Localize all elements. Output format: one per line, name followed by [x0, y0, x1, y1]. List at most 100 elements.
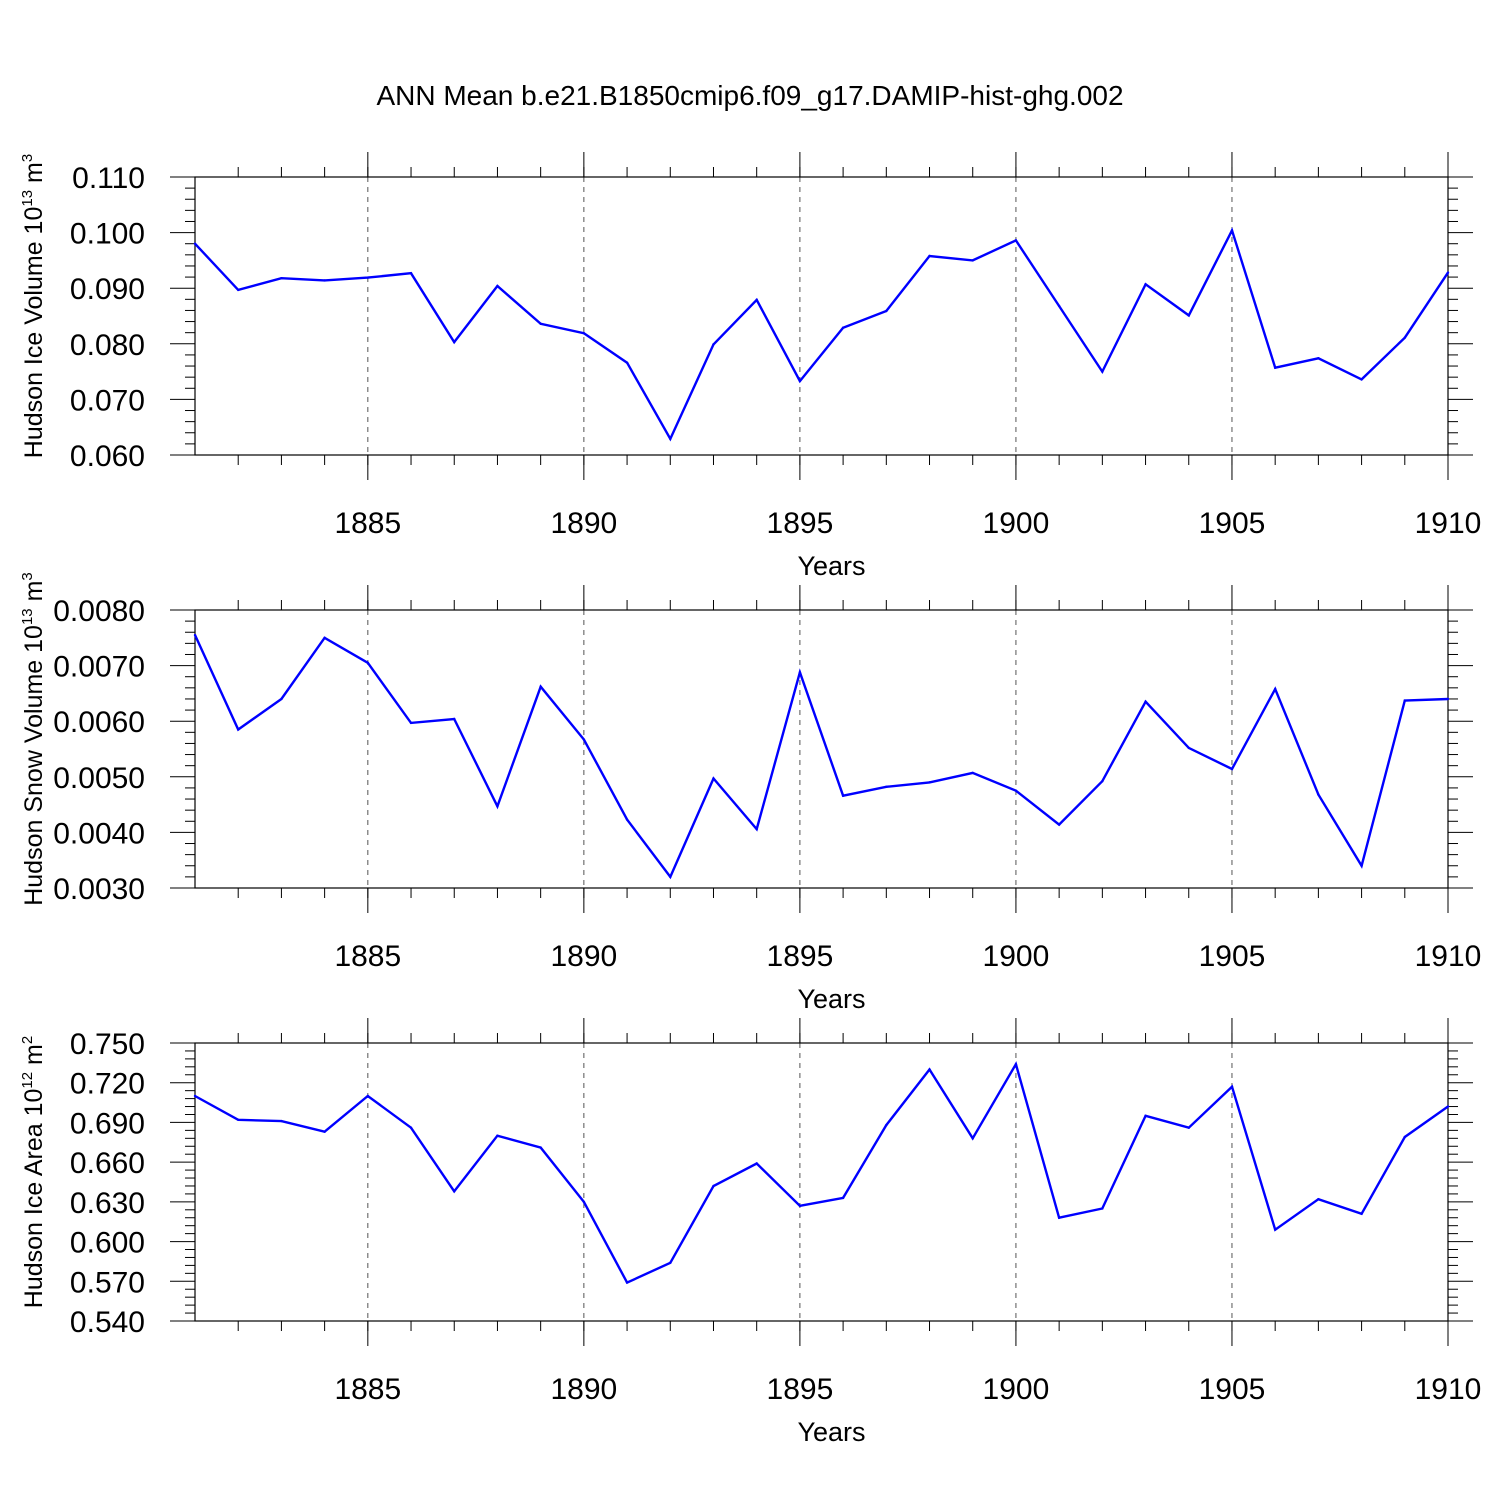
y-axis-unit-power: 2: [19, 1036, 36, 1044]
x-axis-label: Years: [797, 1417, 865, 1447]
data-point: [625, 361, 629, 364]
data-point: [798, 379, 802, 383]
data-point: [971, 1137, 974, 1140]
y-axis-label: Hudson Snow Volume 1013 m3: [19, 572, 48, 906]
data-point: [453, 340, 456, 344]
x-tick-label: 1890: [550, 1373, 617, 1406]
data-point: [1014, 239, 1018, 242]
data-point: [193, 633, 197, 637]
y-axis-unit-exponent: 13: [19, 608, 36, 625]
y-tick-label: 0.070: [70, 384, 145, 417]
y-tick-label: 0.0040: [53, 817, 145, 850]
y-axis-unit-power: 3: [19, 572, 36, 580]
data-point: [1273, 1228, 1277, 1231]
data-point: [237, 288, 240, 292]
data-point: [1057, 823, 1061, 826]
data-point: [1230, 1085, 1234, 1088]
data-point: [712, 1184, 715, 1188]
y-axis-unit-symbol: m: [20, 581, 48, 609]
y-tick-label: 0.0030: [53, 873, 145, 906]
data-point: [798, 671, 802, 674]
data-point: [1057, 1216, 1061, 1219]
data-point: [971, 259, 974, 262]
data-point: [885, 309, 888, 313]
data-point: [1101, 780, 1104, 783]
x-tick-label: 1885: [334, 940, 401, 973]
data-point: [280, 697, 283, 701]
series-line: [194, 1061, 1449, 1285]
data-point: [366, 1094, 370, 1098]
y-tick-label: 0.100: [70, 218, 145, 251]
data-point: [1403, 1135, 1406, 1139]
y-tick-label: 0.600: [70, 1227, 145, 1260]
data-point: [669, 437, 672, 441]
y-axis-label-text: Hudson Ice Volume 10: [20, 207, 48, 459]
y-tick-label: 0.690: [70, 1107, 145, 1140]
y-axis-label: Hudson Ice Area 1012 m2: [19, 1036, 48, 1308]
data-point: [755, 1162, 758, 1165]
y-tick-label: 0.080: [70, 329, 145, 362]
data-point: [1273, 366, 1277, 369]
data-point: [582, 332, 586, 335]
data-point: [409, 271, 413, 275]
data-point: [1187, 1126, 1190, 1129]
data-point: [1187, 314, 1190, 317]
data-point: [453, 717, 456, 721]
y-tick-label: 0.0070: [53, 651, 145, 684]
y-tick-label: 0.540: [70, 1306, 145, 1339]
panel-3: 1885 1890 1895 1900 1905 1910 0.540 0.570 0.600 0…: [19, 1018, 1481, 1447]
data-point: [841, 794, 845, 797]
data-point: [1101, 1207, 1104, 1210]
x-tick-label: 1890: [550, 507, 617, 540]
data-point: [885, 1123, 888, 1127]
y-tick-label: 0.0060: [53, 706, 145, 739]
x-tick-label: 1905: [1199, 1373, 1266, 1406]
panel-2: 1885 1890 1895 1900 1905 1910 0.0030 0.0040 0.00…: [19, 572, 1481, 1014]
x-tick-label: 1890: [550, 940, 617, 973]
data-point: [193, 242, 197, 245]
data-point: [1144, 1114, 1147, 1118]
data-point: [1403, 699, 1406, 702]
data-point: [1187, 746, 1190, 750]
x-tick-label: 1910: [1415, 507, 1482, 540]
data-point: [1230, 767, 1234, 771]
data-point: [453, 1190, 456, 1193]
data-point: [971, 771, 974, 775]
x-axis-label: Years: [797, 551, 865, 581]
y-axis-unit-exponent: 12: [19, 1072, 36, 1089]
x-tick-label: 1900: [983, 940, 1050, 973]
data-point: [1446, 271, 1450, 274]
data-point: [755, 298, 758, 302]
x-axis-label: Years: [797, 984, 865, 1014]
data-point: [409, 721, 413, 725]
data-point: [669, 875, 672, 879]
y-axis-unit-symbol: m: [20, 162, 48, 190]
data-point: [1360, 1212, 1363, 1215]
data-point: [1273, 687, 1277, 691]
data-point: [1144, 283, 1147, 286]
plot-frame: [194, 609, 1449, 889]
y-tick-label: 0.630: [70, 1187, 145, 1220]
figure-title: ANN Mean b.e21.B1850cmip6.f09_g17.DAMIP-…: [376, 80, 1123, 111]
data-point: [496, 284, 499, 288]
data-point: [496, 1134, 499, 1137]
data-point: [625, 1281, 629, 1284]
data-point: [1144, 700, 1147, 703]
data-point: [366, 276, 370, 279]
data-point: [1317, 357, 1320, 360]
series-line: [194, 227, 1449, 442]
data-point: [755, 827, 758, 831]
data-point: [237, 728, 240, 731]
x-tick-label: 1900: [983, 507, 1050, 540]
data-point: [539, 685, 542, 688]
data-point: [1360, 864, 1363, 867]
y-tick-label: 0.660: [70, 1147, 145, 1180]
y-tick-label: 0.110: [72, 162, 145, 195]
data-point: [1403, 336, 1406, 339]
data-point: [193, 1094, 197, 1098]
data-point: [582, 1200, 586, 1204]
data-point: [841, 1196, 845, 1200]
x-tick-label: 1910: [1415, 1373, 1482, 1406]
y-tick-label: 0.750: [70, 1028, 145, 1061]
data-point: [669, 1261, 672, 1264]
